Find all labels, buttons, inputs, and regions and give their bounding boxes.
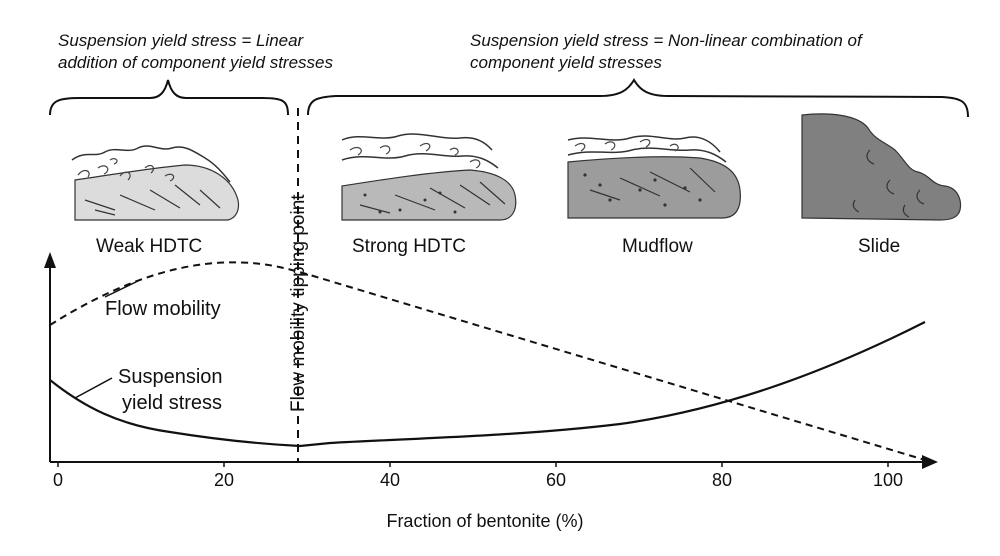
x-axis-arrowhead	[922, 455, 938, 469]
weak-hdtc-illustration	[71, 145, 240, 221]
x-tick-label: 40	[379, 470, 401, 490]
left-brace	[49, 79, 289, 116]
x-tick-label: 60	[545, 470, 567, 490]
linear-note-line-2: addition of component yield stresses	[58, 53, 333, 72]
yield-stress-leader	[74, 377, 113, 399]
stage-label-slide: Slide	[858, 236, 901, 257]
tipping-point-label: Flow mobility tipping point	[288, 194, 309, 412]
strong-hdtc-illustration	[341, 133, 517, 221]
y-axis-arrowhead	[44, 252, 56, 268]
flow-mobility-leader	[104, 279, 141, 298]
stage-label-mudflow: Mudflow	[622, 236, 693, 257]
nonlinear-note-line-2: component yield stresses	[470, 53, 662, 72]
x-tick-label: 0	[52, 470, 64, 490]
flow-mobility-label: Flow mobility	[105, 298, 221, 320]
nonlinear-combination-note: Suspension yield stress = Non-linear com…	[470, 30, 862, 74]
linear-addition-note: Suspension yield stress = Linear additio…	[58, 30, 333, 74]
x-tick-label: 80	[711, 470, 733, 490]
stage-label-weak-hdtc: Weak HDTC	[96, 236, 203, 257]
stage-label-strong-hdtc: Strong HDTC	[352, 236, 467, 257]
x-tick-label: 20	[213, 470, 235, 490]
nonlinear-note-line-1: Suspension yield stress = Non-linear com…	[470, 31, 862, 50]
right-brace	[307, 78, 969, 118]
slide-illustration	[801, 113, 962, 221]
mudflow-illustration	[567, 135, 741, 219]
yield-stress-label-line-1: Suspension	[118, 366, 223, 388]
x-tick-marks	[57, 462, 889, 467]
yield-stress-label: Suspension yield stress	[118, 364, 223, 416]
flow-mobility-curve	[49, 261, 926, 461]
yield-stress-label-line-2: yield stress	[122, 392, 223, 414]
x-tick-label: 100	[872, 470, 904, 490]
linear-note-line-1: Suspension yield stress = Linear	[58, 31, 304, 50]
yield-stress-curve	[49, 321, 926, 448]
x-axis-label: Fraction of bentonite (%)	[386, 511, 584, 531]
